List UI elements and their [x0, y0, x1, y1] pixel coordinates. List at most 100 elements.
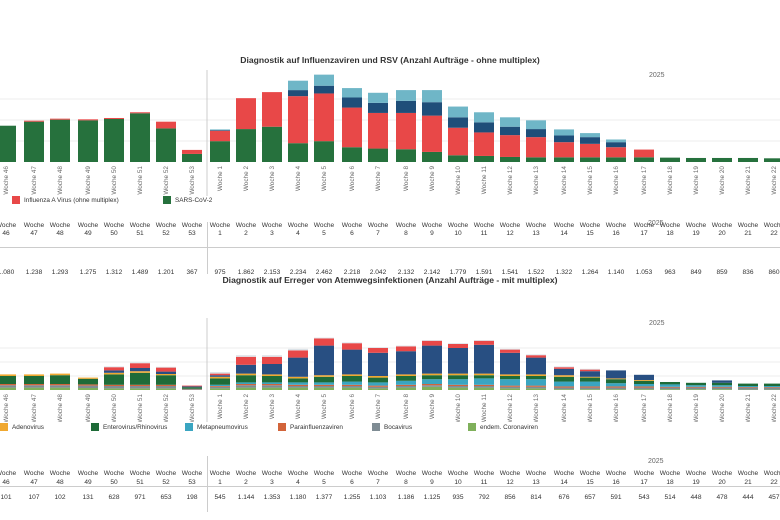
chart2-bar-segment [554, 387, 574, 390]
table1-week-number: 48 [56, 230, 64, 237]
chart2-legend-item-corona: endem. Coronaviren [468, 423, 538, 431]
table2-value-cell: 102 [54, 494, 66, 501]
chart1-bar-segment [474, 122, 494, 133]
chart2-bar-segment [314, 387, 334, 390]
table2-value-cell: 1.125 [423, 494, 441, 501]
chart2-bar-segment [210, 375, 230, 377]
chart2-bar-segment [0, 376, 16, 384]
table1-value-cell: 1.522 [527, 269, 545, 276]
table1-year-label: 2025 [648, 220, 664, 227]
chart2-bar-segment [288, 378, 308, 383]
chart1-bar-segment [104, 118, 124, 162]
chart2-bar-segment [236, 364, 256, 374]
table1-week-word: Woche [473, 222, 495, 229]
table2-value-cell: 545 [214, 494, 226, 501]
chart1-title: Diagnostik auf Influenzaviren und RSV (A… [240, 55, 540, 65]
table2-divider [207, 456, 208, 512]
chart2-bar-segment [314, 345, 334, 376]
chart2-bar-segment [342, 381, 362, 385]
table2-week-word: Woche [499, 470, 521, 477]
chart2-bar-segment [712, 386, 732, 388]
chart2-bar-segment [368, 386, 388, 389]
chart2-bar-segment [712, 382, 732, 386]
chart2-bar-segment [686, 389, 706, 390]
chart2-bar-segment [210, 378, 230, 385]
table2-week-number: 6 [350, 479, 354, 486]
chart2-x-tick-label: Woche 21 [745, 394, 752, 422]
table1-week-word: Woche [421, 222, 443, 229]
table2: 2025 Woche46101Woche47107Woche48102Woche… [0, 456, 780, 516]
chart1-bar-segment [288, 80, 308, 91]
chart2-bar-segment [314, 386, 334, 388]
table1-week-number: 19 [692, 230, 700, 237]
table1-week-word: Woche [181, 222, 203, 229]
table2-week-word: Woche [49, 470, 71, 477]
chart1-bar-segment [156, 128, 176, 162]
chart2-bar-segment [474, 386, 494, 388]
table1-value-cell: 860 [768, 269, 780, 276]
table1-week-word: Woche [0, 222, 17, 229]
chart2-bar-segment [24, 384, 44, 386]
chart2-legend-label: Adenovirus [12, 423, 44, 431]
chart2-bar-segment [182, 389, 202, 390]
chart1-x-tick-label: Woche 4 [295, 166, 302, 192]
chart2-bar-segment [500, 352, 520, 375]
chart1-bar-segment [342, 97, 362, 108]
chart2-bar-segment [104, 370, 124, 373]
chart2-bar-segment [24, 385, 44, 388]
chart2-x-tick-label: Woche 14 [561, 394, 568, 422]
chart1-legend-swatch [12, 196, 20, 204]
chart1-bar-segment [50, 118, 70, 120]
chart1-x-tick-label: Woche 13 [533, 166, 540, 195]
chart2-bar-segment [422, 373, 442, 376]
chart2-bar-segment [422, 345, 442, 374]
chart2-bar-segment [448, 375, 468, 380]
chart2-bar-segment [262, 384, 282, 386]
chart2-bar-segment [448, 387, 468, 390]
table2-week-word: Woche [605, 470, 627, 477]
chart2-bar-segment [712, 387, 732, 390]
chart2-bar-segment [262, 376, 282, 383]
table2-value-cell: 856 [504, 494, 516, 501]
chart2-bar-segment [104, 367, 124, 371]
chart1-x-tick-label: Woche 18 [667, 166, 674, 195]
chart2-bar-segment [50, 384, 70, 386]
table1-week-word: Woche [605, 222, 627, 229]
chart1-bar-segment [526, 120, 546, 130]
chart2-bar-segment [606, 378, 626, 380]
chart2-bar-segment [660, 389, 680, 390]
chart1-x-tick-label: Woche 47 [31, 166, 38, 195]
chart2-x-tick-label: Woche 7 [375, 394, 382, 420]
chart1-x-tick-label: Woche 5 [321, 166, 328, 192]
table2-week-number: 51 [136, 479, 144, 486]
chart2-bar-segment [0, 374, 16, 376]
chart2-bar-segment [634, 386, 654, 388]
chart1-bar-segment [396, 90, 416, 101]
chart2-bar-segment [262, 356, 282, 364]
chart2-x-tick-label: Woche 6 [349, 394, 356, 420]
chart2-bar-segment [474, 344, 494, 374]
table2-week-word: Woche [103, 470, 125, 477]
chart2-bar-segment [738, 383, 758, 386]
table1-value-cell: 2.142 [423, 269, 441, 276]
table1-week-word: Woche [579, 222, 601, 229]
chart2-bar-segment [500, 388, 520, 390]
table2-rule [0, 486, 780, 487]
chart1-bar-segment [314, 74, 334, 86]
chart2-bar-segment [50, 385, 70, 388]
chart2-bar-segment [580, 369, 600, 372]
chart1-x-tick-label: Woche 12 [507, 166, 514, 195]
chart2-bar-segment [78, 378, 98, 385]
table1-week-number: 8 [404, 230, 408, 237]
table1-week-number: 5 [322, 230, 326, 237]
chart2-bar-segment [262, 355, 282, 357]
chart1-bar-segment [342, 107, 362, 148]
table2-week-word: Woche [737, 470, 759, 477]
chart2-bar-segment [634, 380, 654, 381]
chart2-x-tick-label: Woche 4 [295, 394, 302, 420]
table1-value-cell: 1.264 [581, 269, 599, 276]
chart1-bar-segment [660, 157, 680, 162]
chart1-bar-segment [500, 126, 520, 136]
chart2-bar-segment [712, 385, 732, 387]
table2-week-number: 16 [612, 479, 620, 486]
